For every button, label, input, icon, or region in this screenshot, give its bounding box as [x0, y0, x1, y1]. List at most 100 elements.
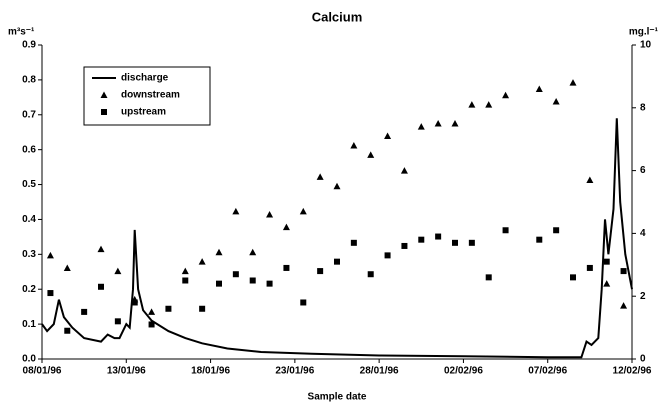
downstream-point	[282, 223, 290, 231]
upstream-point	[603, 258, 610, 265]
legend-label: downstream	[121, 90, 180, 101]
upstream-point	[384, 252, 391, 259]
downstream-point	[502, 91, 510, 99]
upstream-point	[570, 274, 576, 281]
upstream-point	[131, 299, 138, 306]
downstream-point	[535, 85, 543, 92]
downstream-point	[620, 302, 628, 309]
y-tick-label: 0.8	[22, 75, 36, 86]
upstream-point	[317, 268, 324, 275]
upstream-point	[334, 258, 340, 265]
y2-tick-label: 0	[640, 354, 646, 365]
downstream-point	[367, 151, 375, 158]
upstream-point	[536, 236, 543, 243]
upstream-point	[47, 290, 54, 297]
y-tick-label: 0.0	[22, 354, 36, 365]
y2-axis-label: mg.l⁻¹	[629, 27, 659, 38]
y-tick-label: 0.3	[22, 249, 36, 260]
downstream-point	[552, 98, 560, 105]
y-tick-label: 0.1	[22, 319, 36, 330]
x-tick-label: 13/01/96	[107, 366, 146, 377]
y-tick-label: 0.6	[22, 144, 36, 155]
downstream-point	[316, 173, 324, 180]
downstream-point	[417, 123, 425, 130]
upstream-point	[452, 239, 458, 246]
upstream-point	[81, 308, 88, 315]
upstream-point	[468, 239, 475, 246]
downstream-point	[434, 120, 442, 127]
y2-tick-label: 10	[640, 40, 652, 51]
upstream-point	[165, 305, 172, 312]
x-axis-label: Sample date	[308, 392, 367, 403]
y-tick-label: 0.5	[22, 179, 36, 190]
downstream-point	[249, 248, 257, 256]
y-tick-label: 0.7	[22, 109, 36, 120]
y-tick-label: 0.9	[22, 40, 36, 51]
upstream-point	[249, 277, 256, 284]
downstream-point	[400, 167, 408, 174]
downstream-point	[468, 101, 476, 108]
upstream-point	[98, 283, 104, 290]
legend-label: upstream	[121, 107, 166, 118]
x-tick-label: 08/01/96	[23, 366, 62, 377]
downstream-point	[114, 267, 122, 275]
legend-label: discharge	[121, 73, 169, 84]
upstream-point	[300, 299, 307, 306]
upstream-point	[418, 236, 425, 243]
upstream-point	[216, 280, 222, 287]
legend-swatch	[101, 109, 107, 115]
x-tick-label: 07/02/96	[528, 366, 567, 377]
upstream-point	[148, 321, 155, 328]
y2-tick-label: 6	[640, 165, 646, 176]
downstream-point	[46, 251, 54, 259]
downstream-point	[97, 245, 105, 253]
legend-swatch	[100, 91, 108, 98]
x-tick-label: 12/02/96	[613, 366, 652, 377]
downstream-point	[603, 280, 611, 287]
downstream-point	[451, 120, 459, 127]
upstream-point	[266, 280, 273, 287]
downstream-point	[198, 258, 206, 265]
downstream-point	[63, 264, 71, 271]
y2-tick-label: 8	[640, 102, 646, 113]
upstream-point	[553, 227, 560, 234]
downstream-point	[215, 248, 223, 256]
y-axis-label: m³s⁻¹	[8, 27, 35, 38]
downstream-point	[333, 182, 341, 190]
downstream-point	[299, 207, 307, 215]
upstream-point	[401, 242, 408, 249]
downstream-point	[350, 141, 358, 149]
downstream-point	[485, 101, 493, 108]
downstream-point	[586, 176, 594, 184]
upstream-point	[114, 318, 121, 325]
upstream-point	[435, 233, 442, 240]
y2-tick-label: 4	[640, 228, 646, 239]
upstream-point	[283, 264, 290, 271]
discharge-line	[41, 118, 633, 359]
upstream-point	[586, 264, 593, 271]
x-tick-label: 18/01/96	[191, 366, 230, 377]
upstream-point	[64, 327, 71, 334]
downstream-point	[384, 132, 392, 140]
downstream-point	[148, 308, 156, 315]
upstream-point	[367, 271, 374, 278]
chart-title: Calcium	[312, 9, 363, 24]
downstream-point	[181, 267, 189, 275]
y-tick-label: 0.4	[22, 214, 36, 225]
y2-tick-label: 2	[640, 291, 646, 302]
upstream-point	[350, 239, 357, 246]
y-tick-label: 0.2	[22, 284, 36, 295]
upstream-point	[232, 271, 239, 278]
downstream-point	[569, 79, 577, 86]
upstream-point	[182, 277, 189, 284]
x-tick-label: 02/02/96	[444, 366, 483, 377]
upstream-point	[620, 268, 627, 275]
upstream-point	[502, 227, 509, 234]
upstream-point	[485, 274, 492, 281]
upstream-point	[199, 305, 206, 312]
downstream-point	[266, 211, 274, 218]
x-tick-label: 28/01/96	[360, 366, 399, 377]
x-tick-label: 23/01/96	[275, 366, 314, 377]
downstream-point	[232, 207, 240, 215]
